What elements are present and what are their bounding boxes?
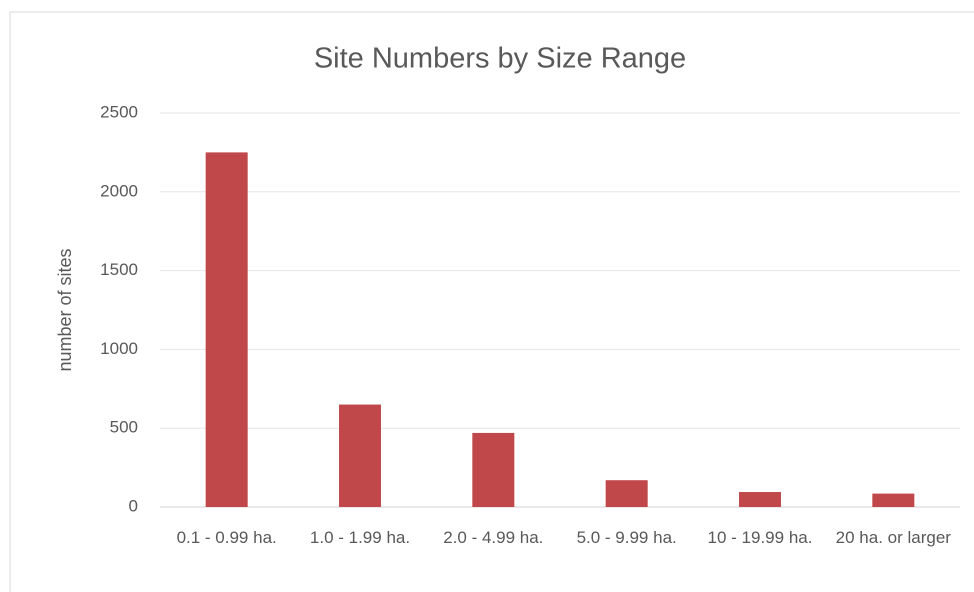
y-tick-label: 500	[110, 418, 138, 437]
x-tick-label: 20 ha. or larger	[835, 528, 951, 547]
bar	[605, 480, 648, 507]
y-tick-label: 2500	[100, 102, 138, 121]
bar	[472, 432, 515, 507]
bar	[872, 493, 915, 507]
y-tick-label: 0	[129, 496, 138, 515]
bar	[739, 492, 781, 507]
x-tick-label: 5.0 - 9.99 ha.	[576, 528, 677, 547]
bar	[339, 404, 381, 507]
y-tick-label: 1500	[100, 260, 138, 279]
y-tick-label: 1000	[100, 339, 138, 358]
x-tick-label: 10 - 19.99 ha.	[707, 528, 813, 547]
x-tick-label: 1.0 - 1.99 ha.	[309, 528, 411, 547]
chart-title: Site Numbers by Size Range	[314, 43, 686, 75]
y-tick-label: 2000	[100, 181, 138, 200]
x-tick-label: 0.1 - 0.99 ha.	[176, 528, 277, 547]
y-axis-label: number of sites	[55, 248, 75, 371]
x-tick-label: 2.0 - 4.99 ha.	[443, 528, 544, 547]
bar	[205, 152, 248, 507]
